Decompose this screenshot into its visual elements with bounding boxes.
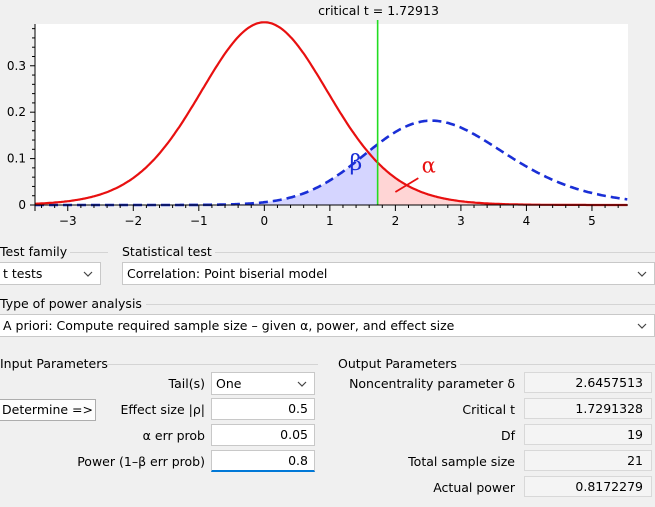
alpha-area: [377, 162, 628, 205]
statistical-test-label: Statistical test: [122, 244, 212, 259]
x-tick-label: 2: [392, 214, 400, 228]
distribution-chart: 0 0.1 0.2 0.3 −3 −2 −1 0 1 2 3 4 5 β α: [7, 20, 628, 228]
plot-title: critical t = 1.72913: [318, 3, 439, 18]
chevron-down-icon: [297, 381, 307, 387]
actual-power-label: Actual power: [433, 480, 515, 495]
plot-area: [35, 24, 628, 205]
df-value: 19: [524, 424, 652, 445]
x-tick-label: 5: [588, 214, 596, 228]
statistical-test-divider: [215, 252, 655, 253]
critical-t-label: Critical t: [462, 402, 515, 417]
input-parameters-title: Input Parameters: [0, 356, 108, 371]
power-analysis-dropdown[interactable]: A priori: Compute required sample size –…: [0, 314, 655, 337]
df-label: Df: [500, 428, 515, 443]
test-family-dropdown[interactable]: t tests: [0, 262, 101, 285]
tails-label: Tail(s): [168, 376, 205, 391]
x-tick-label: 0: [261, 214, 269, 228]
power-input[interactable]: 0.8: [211, 450, 315, 472]
x-tick-label: −2: [124, 214, 142, 228]
alpha-pointer: [394, 177, 419, 193]
power-label: Power (1–β err prob): [77, 454, 205, 469]
beta-area: [35, 144, 378, 205]
x-tick-label: −3: [59, 214, 77, 228]
alpha-input[interactable]: 0.05: [211, 424, 315, 446]
x-tick-label: 3: [457, 214, 465, 228]
output-parameters-title: Output Parameters: [338, 356, 457, 371]
chevron-down-icon: [637, 323, 647, 329]
test-family-value: t tests: [3, 266, 43, 281]
y-tick-label: 0.1: [7, 152, 26, 166]
tails-dropdown[interactable]: One: [211, 372, 315, 395]
y-tick-label: 0.3: [7, 59, 26, 73]
chevron-down-icon: [83, 271, 93, 277]
effect-size-input[interactable]: 0.5: [211, 398, 315, 420]
power-analysis-value: A priori: Compute required sample size –…: [3, 318, 455, 333]
power-analysis-divider: [146, 304, 655, 305]
determine-button[interactable]: Determine =>: [0, 399, 96, 421]
noncentrality-value: 2.6457513: [524, 372, 652, 393]
chevron-down-icon: [637, 271, 647, 277]
total-sample-size-value: 21: [524, 450, 652, 471]
critical-t-value: 1.7291328: [524, 398, 652, 419]
alpha-annotation: α: [422, 154, 436, 178]
test-family-divider: [70, 252, 108, 253]
actual-power-value: 0.8172279: [524, 476, 652, 497]
statistical-test-dropdown[interactable]: Correlation: Point biserial model: [122, 262, 655, 285]
noncentrality-label: Noncentrality parameter δ: [349, 376, 515, 391]
power-analysis-label: Type of power analysis: [0, 296, 142, 311]
x-tick-label: −1: [190, 214, 208, 228]
total-sample-size-label: Total sample size: [408, 454, 515, 469]
x-tick-label: 1: [326, 214, 334, 228]
x-tick-label: 4: [523, 214, 531, 228]
statistical-test-value: Correlation: Point biserial model: [127, 266, 328, 281]
beta-annotation: β: [350, 151, 363, 176]
input-parameters-divider: [106, 364, 318, 365]
y-tick-label: 0.2: [7, 105, 26, 119]
test-family-label: Test family: [0, 244, 68, 259]
output-parameters-divider: [460, 364, 655, 365]
tails-value: One: [216, 376, 242, 391]
y-tick-label: 0: [18, 198, 26, 212]
distribution-plot: critical t = 1.72913 0 0.1 0.2 0.3 −3 −2 −1 0 1 2…: [0, 0, 655, 236]
effect-size-label: Effect size |ρ|: [120, 402, 205, 417]
alpha-label: α err prob: [142, 428, 205, 443]
